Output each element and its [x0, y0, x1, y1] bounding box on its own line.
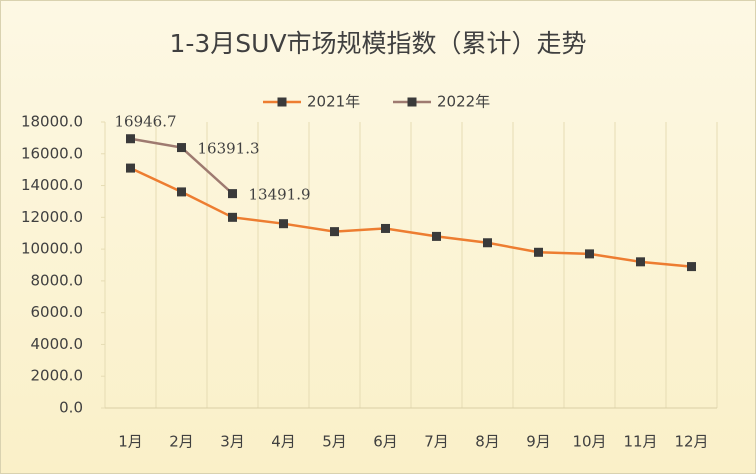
point-marker: [228, 189, 237, 199]
legend-label: 2021年: [307, 93, 360, 111]
legend-marker: [407, 97, 417, 107]
data-label: 13491.9: [249, 186, 311, 204]
y-tick-label: 6000.0: [31, 303, 84, 321]
point-marker: [432, 231, 441, 241]
point-marker: [381, 223, 390, 233]
chart-title: 1-3月SUV市场规模指数（累计）走势: [169, 29, 586, 58]
y-tick-label: 16000.0: [21, 144, 83, 162]
x-tick-label: 1月: [118, 433, 143, 451]
data-label: 16391.3: [198, 140, 260, 158]
x-tick-label: 6月: [373, 433, 398, 451]
point-marker: [228, 212, 237, 222]
y-tick-label: 14000.0: [21, 176, 83, 194]
point-marker: [534, 247, 543, 257]
series-line: [129, 166, 692, 268]
x-tick-label: 9月: [526, 433, 551, 451]
x-tick-label: 4月: [271, 433, 296, 451]
legend-marker: [277, 97, 287, 107]
x-tick-label: 3月: [220, 433, 245, 451]
point-marker: [126, 134, 135, 144]
point-marker: [636, 257, 645, 267]
legend-label: 2022年: [437, 93, 490, 111]
y-tick-label: 12000.0: [21, 208, 83, 226]
y-tick-label: 2000.0: [31, 367, 84, 385]
point-marker: [126, 163, 135, 173]
y-tick-label: 18000.0: [21, 113, 83, 131]
x-tick-label: 8月: [475, 433, 500, 451]
x-tick-label: 11月: [623, 433, 657, 451]
point-marker: [585, 249, 594, 259]
point-marker: [177, 143, 186, 153]
y-tick-label: 8000.0: [31, 271, 84, 289]
x-tick-label: 2月: [169, 433, 194, 451]
point-marker: [177, 187, 186, 197]
point-marker: [330, 227, 339, 237]
y-tick-label: 10000.0: [21, 240, 83, 258]
point-marker: [687, 262, 696, 272]
y-tick-label: 0.0: [59, 399, 83, 417]
data-label: 16946.7: [115, 113, 177, 131]
y-tick-label: 4000.0: [31, 335, 84, 353]
point-marker: [279, 219, 288, 229]
x-tick-label: 12月: [674, 433, 708, 451]
x-tick-label: 10月: [572, 433, 606, 451]
x-tick-label: 5月: [322, 433, 347, 451]
point-marker: [483, 238, 492, 248]
x-tick-label: 7月: [424, 433, 449, 451]
